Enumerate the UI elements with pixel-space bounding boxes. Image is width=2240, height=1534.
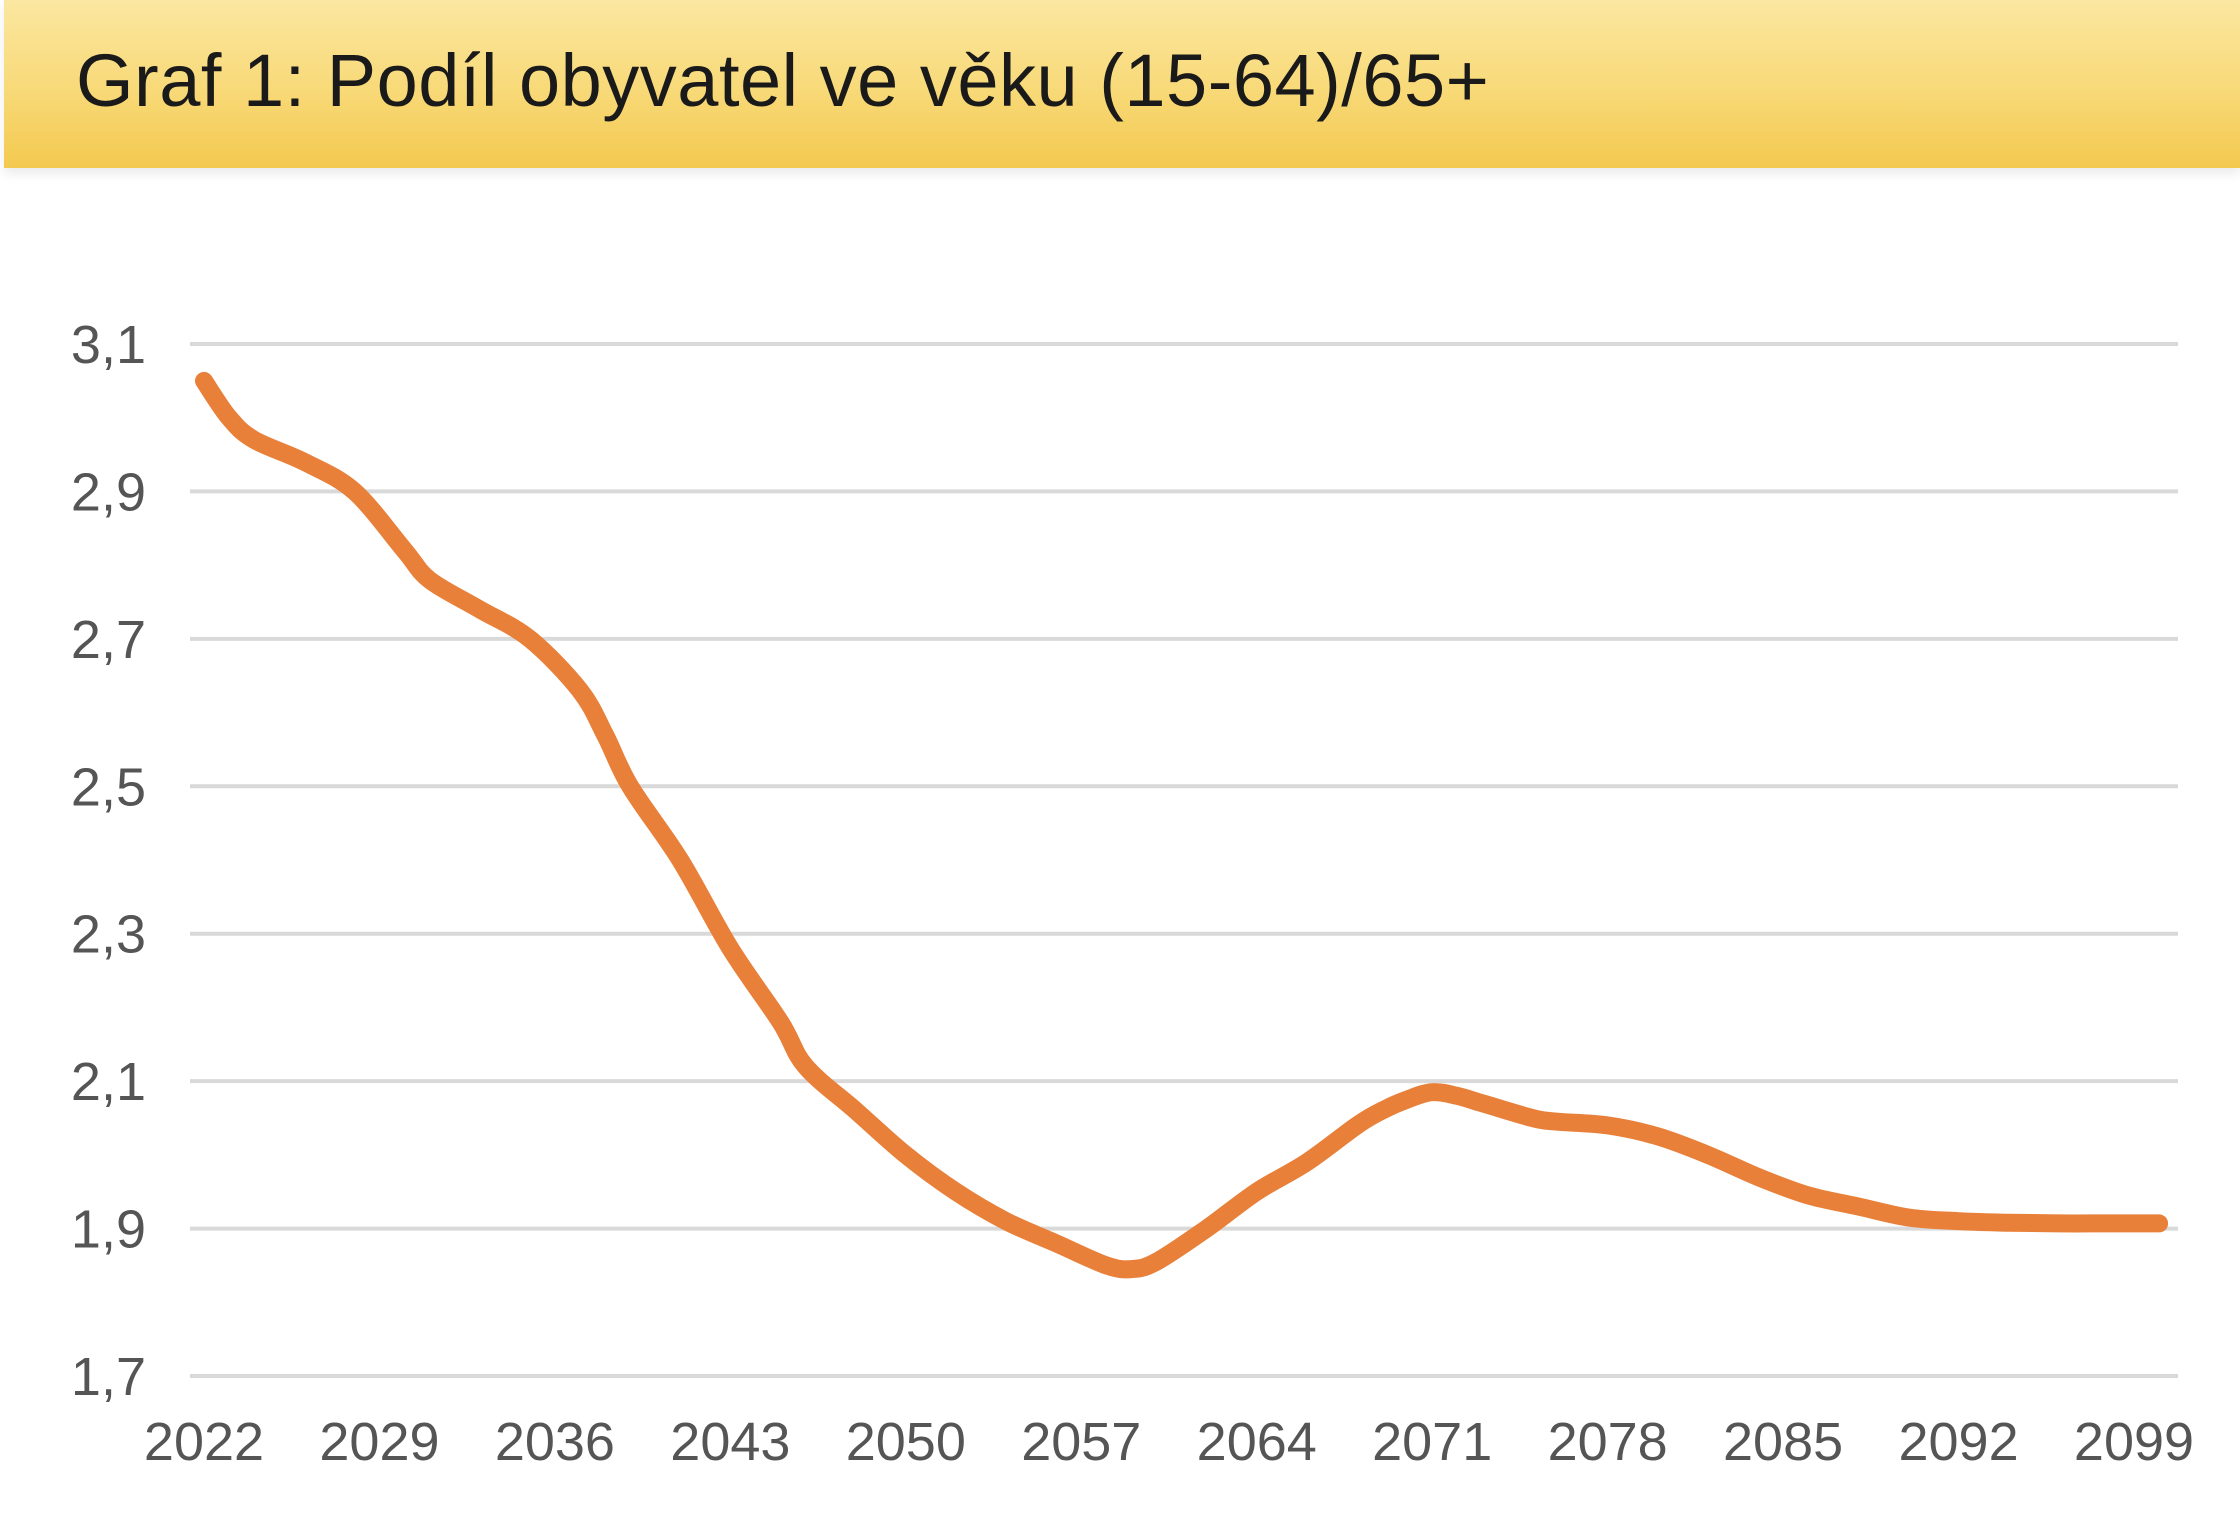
data-point <box>1756 1175 1760 1179</box>
data-point <box>578 688 582 692</box>
data-point <box>1455 1094 1459 1098</box>
y-tick-label: 2,1 <box>71 1052 146 1112</box>
data-point <box>954 1190 958 1194</box>
data-point <box>1054 1241 1058 1245</box>
y-axis-tick-labels: 3,1 2,9 2,7 2,5 2,3 2,1 1,9 1,7 <box>71 315 146 1407</box>
data-point <box>1154 1260 1158 1264</box>
y-tick-label: 1,7 <box>71 1347 146 1407</box>
data-point <box>1405 1098 1409 1102</box>
x-tick-label: 2078 <box>1548 1412 1668 1472</box>
data-point <box>904 1153 908 1157</box>
y-tick-label: 2,5 <box>71 757 146 817</box>
data-point <box>1129 1267 1133 1271</box>
data-point <box>252 438 256 442</box>
data-point <box>1104 1263 1108 1267</box>
data-point <box>227 416 231 420</box>
data-point <box>678 858 682 862</box>
data-point <box>478 607 482 611</box>
data-point <box>1480 1101 1484 1105</box>
x-tick-label: 2022 <box>144 1412 264 1472</box>
data-point <box>1856 1204 1860 1208</box>
x-tick-label: 2057 <box>1021 1412 1141 1472</box>
data-point <box>428 578 432 582</box>
x-tick-label: 2064 <box>1197 1412 1317 1472</box>
chart-title: Graf 1: Podíl obyvatel ve věku (15-64)/6… <box>76 39 1490 122</box>
y-tick-label: 2,9 <box>71 462 146 522</box>
data-point <box>1530 1116 1534 1120</box>
x-tick-label: 2092 <box>1898 1412 2018 1472</box>
data-point <box>2107 1221 2111 1225</box>
data-point <box>804 1064 808 1068</box>
data-point <box>1004 1219 1008 1223</box>
series-layer <box>195 371 2169 1279</box>
data-point <box>302 460 306 464</box>
data-point <box>1255 1190 1259 1194</box>
x-tick-label: 2043 <box>670 1412 790 1472</box>
x-tick-label: 2029 <box>319 1412 439 1472</box>
data-point <box>2007 1221 2011 1225</box>
data-point <box>2057 1221 2061 1225</box>
x-axis-tick-labels: 2022 2029 2036 2043 2050 2057 2064 2071 2078 2085… <box>144 1412 2194 1472</box>
data-point <box>628 784 632 788</box>
data-point <box>1430 1090 1434 1094</box>
title-banner: Graf 1: Podíl obyvatel ve věku (15-64)/6… <box>4 0 2240 168</box>
gridlines <box>190 342 2178 1378</box>
data-point <box>1706 1153 1710 1157</box>
data-point <box>1205 1227 1209 1231</box>
data-point <box>202 379 206 383</box>
data-point <box>528 637 532 641</box>
data-point <box>1656 1134 1660 1138</box>
data-point <box>728 946 732 950</box>
data-point <box>1305 1160 1309 1164</box>
data-point <box>1957 1219 1961 1223</box>
data-point <box>1606 1123 1610 1127</box>
data-point <box>1906 1216 1910 1220</box>
x-tick-label: 2036 <box>495 1412 615 1472</box>
data-point <box>1355 1123 1359 1127</box>
data-point <box>854 1109 858 1113</box>
data-point <box>2157 1221 2161 1225</box>
x-tick-label: 2099 <box>2074 1412 2194 1472</box>
data-point <box>1806 1193 1810 1197</box>
y-tick-label: 2,7 <box>71 610 146 670</box>
y-tick-label: 1,9 <box>71 1200 146 1260</box>
data-point <box>778 1020 782 1024</box>
y-tick-label: 3,1 <box>71 315 146 375</box>
data-point <box>1380 1109 1384 1113</box>
data-point <box>603 733 607 737</box>
data-point <box>352 489 356 493</box>
y-tick-label: 2,3 <box>71 905 146 965</box>
x-tick-label: 2085 <box>1723 1412 1843 1472</box>
series-line <box>195 371 2169 1279</box>
data-point <box>1556 1120 1560 1124</box>
data-point <box>403 548 407 552</box>
x-tick-label: 2071 <box>1372 1412 1492 1472</box>
x-tick-label: 2050 <box>846 1412 966 1472</box>
